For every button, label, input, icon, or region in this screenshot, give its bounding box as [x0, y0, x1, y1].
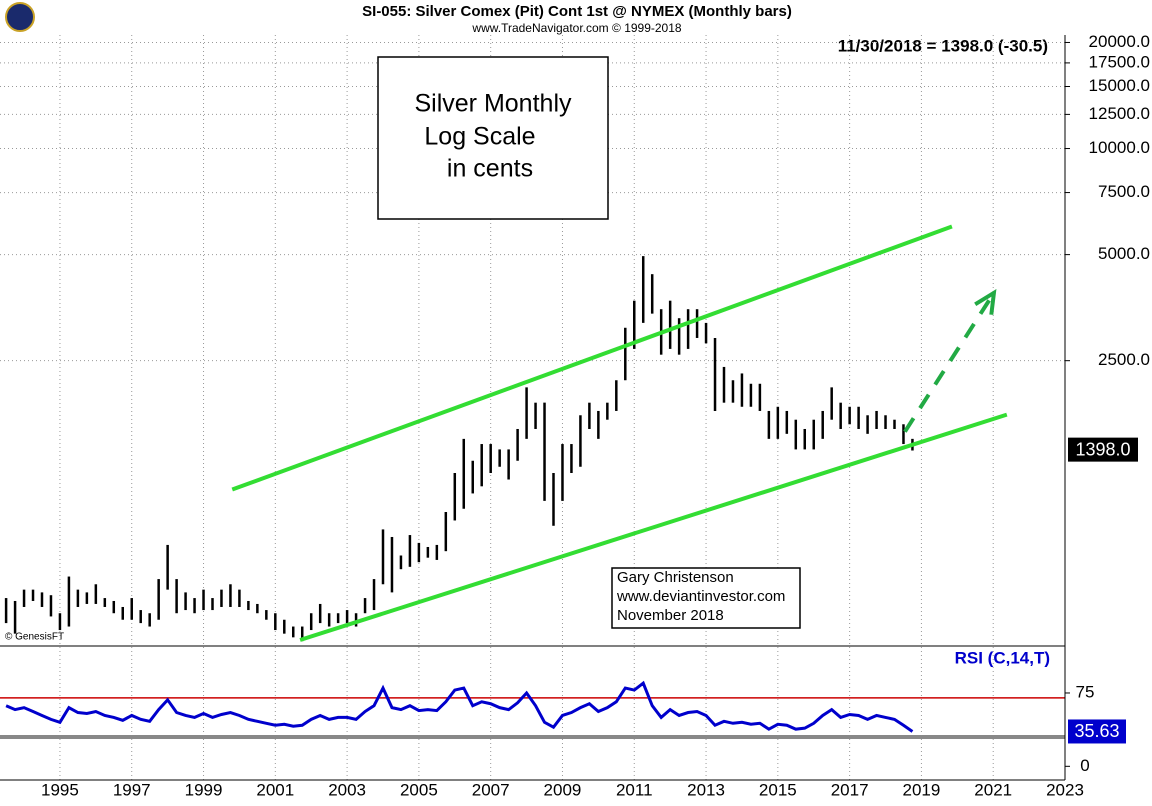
trend-line [231, 224, 953, 492]
x-tick-label: 2021 [974, 780, 1012, 799]
x-tick-label: 1997 [113, 780, 151, 799]
trend-line [903, 298, 992, 433]
x-tick-label: 2011 [616, 780, 653, 799]
trend-line [299, 412, 1008, 642]
y-tick-label: 2500.0 [1098, 350, 1150, 369]
x-tick-label: 2009 [544, 780, 582, 799]
x-tick-label: 2001 [256, 780, 294, 799]
last-price-box [1068, 437, 1138, 462]
y-tick-label: 17500.0 [1089, 52, 1150, 71]
x-tick-label: 2015 [759, 780, 797, 799]
credit-box [611, 567, 801, 629]
note-line: Silver Monthly [415, 90, 572, 118]
rsi-line [5, 680, 914, 733]
y-tick-label: 20000.0 [1089, 32, 1150, 51]
x-tick-label: 1995 [41, 780, 79, 799]
note-box [377, 56, 609, 220]
rsi-title: RSI (C,14,T) [955, 648, 1050, 667]
x-tick-label: 2019 [903, 780, 941, 799]
credit-line: Gary Christenson [617, 569, 734, 586]
note-line: in cents [447, 155, 533, 183]
x-tick-label: 2003 [328, 780, 366, 799]
x-tick-label: 1999 [185, 780, 223, 799]
x-tick-label: 2005 [400, 780, 438, 799]
last-rsi-label: 35.63 [1074, 721, 1119, 741]
last-quote: 11/30/2018 = 1398.0 (-30.5) [838, 36, 1048, 55]
x-tick-label: 2017 [831, 780, 869, 799]
copyright: © GenesisFT [5, 632, 64, 643]
y-tick-label: 5000.0 [1098, 244, 1150, 263]
x-tick-label: 2013 [687, 780, 725, 799]
last-price-label: 1398.0 [1075, 439, 1130, 459]
last-rsi-box [1068, 719, 1126, 744]
arrow-head [974, 288, 997, 315]
note-line: Log Scale [424, 123, 535, 151]
y-tick-label: 0 [1080, 756, 1089, 775]
x-tick-label: 2023 [1046, 780, 1084, 799]
chart-subtitle: www.TradeNavigator.com © 1999-2018 [471, 21, 681, 35]
logo [5, 2, 35, 32]
credit-line: www.deviantinvestor.com [616, 588, 785, 605]
y-tick-label: 75 [1076, 682, 1095, 701]
chart-title: SI-055: Silver Comex (Pit) Cont 1st @ NY… [362, 3, 792, 20]
credit-line: November 2018 [617, 607, 724, 624]
x-tick-label: 2007 [472, 780, 510, 799]
y-tick-label: 12500.0 [1089, 104, 1150, 123]
y-tick-label: 10000.0 [1089, 138, 1150, 157]
y-tick-label: 15000.0 [1089, 76, 1150, 95]
y-tick-label: 7500.0 [1098, 182, 1150, 201]
